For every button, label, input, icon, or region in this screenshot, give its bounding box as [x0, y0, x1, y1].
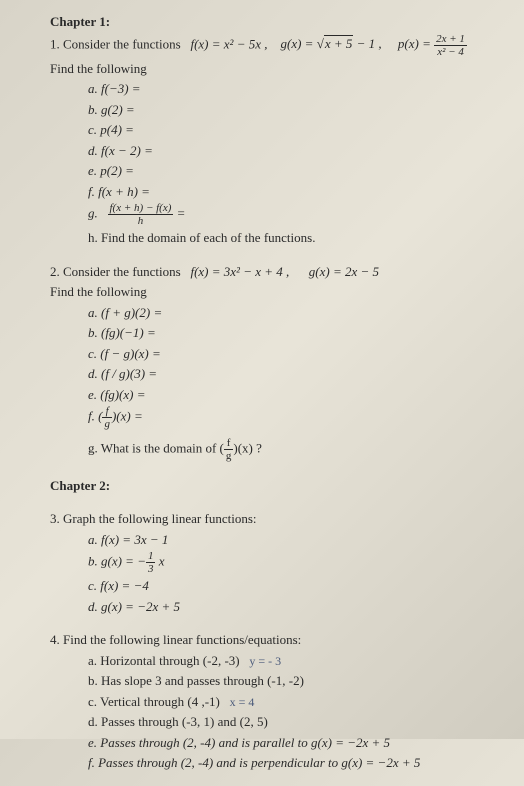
q4-c-text: c. Vertical through (4 ,-1)	[88, 694, 220, 709]
q1-g: g(x) = x + 5 − 1 ,	[277, 36, 385, 51]
q1-c: c. p(4) =	[50, 120, 494, 140]
q2-c: c. (f − g)(x) =	[50, 344, 494, 364]
q1-g: g. f(x + h) − f(x)h =	[50, 202, 494, 227]
q1-p: p(x) = 2x + 1x² − 4	[395, 36, 467, 51]
q2-f: f(x) = 3x² − x + 4 ,	[190, 264, 289, 279]
fraction: 2x + 1x² − 4	[434, 33, 467, 58]
q4-a-text: a. Horizontal through (-2, -3)	[88, 653, 240, 668]
q2-g-den: g	[224, 450, 234, 462]
q4-e-text: e. Passes through (2, -4) and is paralle…	[88, 735, 390, 750]
q1-g-den: h	[108, 215, 174, 227]
q2-b: b. (fg)(−1) =	[50, 323, 494, 343]
q3-b: b. g(x) = −13 x	[50, 550, 494, 575]
q1-h: h. Find the domain of each of the functi…	[50, 228, 494, 248]
q1-g-num: f(x + h) − f(x)	[108, 202, 174, 215]
q3-c: c. f(x) = −4	[50, 576, 494, 596]
q2-g: g(x) = 2x − 5	[309, 264, 379, 279]
q2-g-num: f	[224, 437, 234, 450]
q3-b-suffix: x	[155, 554, 164, 569]
q1-g-label: g.	[88, 206, 98, 221]
q4-a: a. Horizontal through (-2, -3) y = - 3	[50, 651, 494, 671]
q1-g-sqrt: x + 5	[324, 35, 354, 51]
sqrt-icon: x + 5	[317, 34, 354, 54]
q3-b-prefix: b. g(x) = −	[88, 554, 146, 569]
q4-b: b. Has slope 3 and passes through (-1, -…	[50, 671, 494, 691]
q4-prompt: 4. Find the following linear functions/e…	[50, 630, 494, 650]
q2-g-item: g. What is the domain of (fg)(x) ?	[50, 437, 494, 462]
handwritten-answer: y = - 3	[249, 654, 281, 668]
handwritten-answer: x = 4	[230, 695, 255, 709]
q4-d: d. Passes through (-3, 1) and (2, 5)	[50, 712, 494, 732]
q2-prompt-text: 2. Consider the functions	[50, 264, 181, 279]
q1-a: a. f(−3) =	[50, 79, 494, 99]
fraction: fg	[102, 405, 112, 430]
q1-p-prefix: p(x) =	[398, 36, 434, 51]
q1-g-prefix: g(x) =	[281, 36, 317, 51]
q4-e: e. Passes through (2, -4) and is paralle…	[50, 733, 494, 753]
q1-g-suffix: − 1 ,	[353, 36, 381, 51]
q1-prompt-text: 1. Consider the functions	[50, 36, 181, 51]
q2-find: Find the following	[50, 282, 494, 302]
q2-a: a. (f + g)(2) =	[50, 303, 494, 323]
q2-d: d. (f / g)(3) =	[50, 364, 494, 384]
q2-f-den: g	[102, 418, 112, 430]
q1-e: e. p(2) =	[50, 161, 494, 181]
q2-prompt: 2. Consider the functions f(x) = 3x² − x…	[50, 262, 494, 282]
q2-e: e. (fg)(x) =	[50, 385, 494, 405]
q1-f: f(x) = x² − 5x ,	[190, 36, 267, 51]
chapter2-title: Chapter 2:	[50, 476, 494, 496]
q2-f-num: f	[102, 405, 112, 418]
q2-f-suffix: )(x) =	[112, 409, 143, 424]
q2-f-prefix: f. (	[88, 409, 102, 424]
q1-f: f. f(x + h) =	[50, 182, 494, 202]
q2-g-prefix: g. What is the domain of (	[88, 440, 224, 455]
q1-prompt: 1. Consider the functions f(x) = x² − 5x…	[50, 33, 494, 58]
fraction: fg	[224, 437, 234, 462]
q1-b: b. g(2) =	[50, 100, 494, 120]
q4-f: f. Passes through (2, -4) and is perpend…	[50, 753, 494, 773]
q3-prompt: 3. Graph the following linear functions:	[50, 509, 494, 529]
q3-a: a. f(x) = 3x − 1	[50, 530, 494, 550]
chapter1-title: Chapter 1:	[50, 12, 494, 32]
q1-p-num: 2x + 1	[434, 33, 467, 46]
q4-c: c. Vertical through (4 ,-1) x = 4	[50, 692, 494, 712]
page-content: Chapter 1: 1. Consider the functions f(x…	[0, 0, 524, 786]
q1-g-eq: =	[177, 206, 186, 221]
q1-p-den: x² − 4	[434, 46, 467, 58]
q3-d: d. g(x) = −2x + 5	[50, 597, 494, 617]
q1-find: Find the following	[50, 59, 494, 79]
q4-f-text: f. Passes through (2, -4) and is perpend…	[88, 755, 420, 770]
q1-d: d. f(x − 2) =	[50, 141, 494, 161]
fraction: f(x + h) − f(x)h	[108, 202, 174, 227]
q2-f-item: f. (fg)(x) =	[50, 405, 494, 430]
q2-g-suffix: )(x) ?	[233, 440, 262, 455]
